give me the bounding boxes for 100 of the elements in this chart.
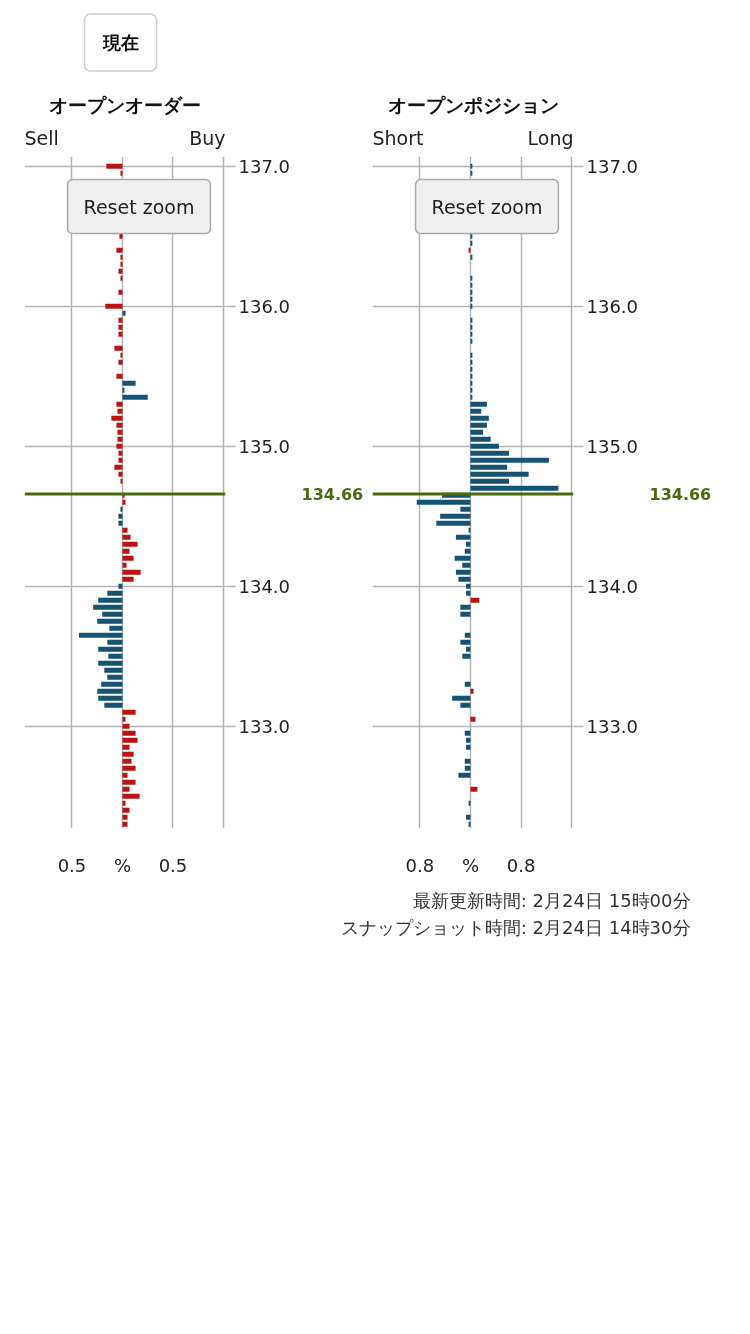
bar xyxy=(97,688,123,694)
bar xyxy=(120,352,123,358)
bar xyxy=(122,800,126,806)
bar xyxy=(109,625,123,631)
bar xyxy=(97,618,123,624)
bar xyxy=(466,737,471,743)
chart-title: オープンポジション xyxy=(387,93,559,116)
bar xyxy=(466,646,471,652)
bar xyxy=(98,660,123,666)
bar xyxy=(122,709,136,715)
bar xyxy=(122,730,136,736)
chart-title: オープンオーダー xyxy=(49,93,201,116)
y-tick-label: 134.0 xyxy=(238,575,291,597)
bar xyxy=(470,436,491,442)
text: 現在 xyxy=(101,32,139,53)
bar xyxy=(98,597,123,603)
bar xyxy=(470,716,476,722)
bar xyxy=(466,583,471,589)
bar xyxy=(122,772,128,778)
bar xyxy=(122,562,127,568)
y-tick-label: 134.0 xyxy=(586,575,639,597)
bar xyxy=(118,324,123,330)
bar xyxy=(101,681,123,687)
text: スナップショット時間: 2月24日 14時30分 xyxy=(340,917,691,938)
bar xyxy=(460,611,471,617)
bar xyxy=(460,639,471,645)
bar xyxy=(462,653,471,659)
bar xyxy=(470,786,478,792)
bar xyxy=(122,737,138,743)
y-tick-label: 135.0 xyxy=(238,435,291,457)
bar xyxy=(122,310,126,316)
bar xyxy=(460,506,471,512)
bar xyxy=(122,555,134,561)
ref-line-label: 134.66 xyxy=(301,484,364,504)
bar xyxy=(470,688,474,694)
text: 最新更新時間: 2月24日 15時00分 xyxy=(412,890,691,911)
bar xyxy=(114,345,123,351)
bar xyxy=(470,478,510,484)
bar xyxy=(122,387,125,393)
bar xyxy=(120,506,123,512)
bar xyxy=(120,275,123,281)
bar xyxy=(122,779,136,785)
bar xyxy=(118,268,123,274)
bar xyxy=(470,485,559,491)
bar xyxy=(117,408,123,414)
bar xyxy=(79,632,123,638)
bar xyxy=(120,478,123,484)
bar xyxy=(122,527,128,533)
bar xyxy=(106,163,123,169)
bar xyxy=(460,702,471,708)
bar xyxy=(122,548,130,554)
y-tick-label: 137.0 xyxy=(586,155,639,177)
bar xyxy=(122,723,130,729)
bar xyxy=(116,422,123,428)
text: Long xyxy=(527,126,574,149)
bar xyxy=(107,674,123,680)
bar xyxy=(436,520,471,526)
bar xyxy=(117,436,123,442)
bar xyxy=(458,576,471,582)
bar xyxy=(470,450,510,456)
bar xyxy=(455,534,471,540)
y-tick-label: 136.0 xyxy=(238,295,291,317)
y-tick-label: 136.0 xyxy=(586,295,639,317)
bar xyxy=(416,499,471,505)
bar xyxy=(122,576,134,582)
bar xyxy=(122,814,128,820)
bar xyxy=(470,415,489,421)
x-tick-label: % xyxy=(461,854,480,876)
ref-line-label: 134.66 xyxy=(649,484,712,504)
bar xyxy=(122,751,134,757)
bar xyxy=(116,247,123,253)
bar xyxy=(116,443,123,449)
bar xyxy=(470,408,482,414)
bar xyxy=(122,793,140,799)
x-tick-label: % xyxy=(113,854,132,876)
annotation: Reset zoom xyxy=(83,195,195,218)
bar xyxy=(470,471,529,477)
bar xyxy=(118,520,123,526)
bar xyxy=(458,772,471,778)
bar xyxy=(122,380,136,386)
bar xyxy=(122,541,138,547)
bar xyxy=(114,464,123,470)
y-tick-label: 135.0 xyxy=(586,435,639,457)
bar xyxy=(116,401,123,407)
text: Short xyxy=(372,126,424,149)
bar xyxy=(118,289,123,295)
bar xyxy=(119,233,123,239)
text: Sell xyxy=(24,126,59,149)
bar xyxy=(122,569,141,575)
bar xyxy=(118,457,123,463)
bar xyxy=(466,541,471,547)
bar xyxy=(118,513,123,519)
bar xyxy=(470,597,480,603)
text: Buy xyxy=(189,126,226,149)
bar xyxy=(122,807,130,813)
y-tick-label: 133.0 xyxy=(586,715,639,737)
bar xyxy=(118,471,123,477)
bar xyxy=(104,702,123,708)
y-tick-label: 137.0 xyxy=(238,155,291,177)
bar xyxy=(122,786,130,792)
